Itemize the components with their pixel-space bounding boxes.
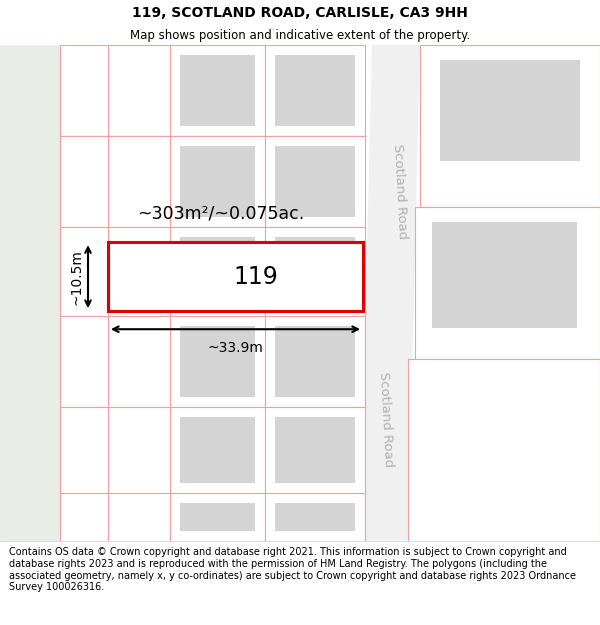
- Polygon shape: [360, 45, 420, 541]
- Bar: [180, 237, 255, 306]
- Bar: [180, 418, 255, 483]
- Bar: [60, 316, 108, 407]
- Bar: [275, 503, 355, 531]
- Text: 119: 119: [233, 264, 278, 289]
- Bar: [180, 55, 255, 126]
- Bar: [275, 146, 355, 217]
- Bar: [170, 136, 265, 227]
- Polygon shape: [0, 45, 100, 541]
- Bar: [108, 242, 363, 311]
- Bar: [108, 316, 170, 407]
- Bar: [60, 136, 108, 227]
- Text: Map shows position and indicative extent of the property.: Map shows position and indicative extent…: [130, 29, 470, 42]
- Bar: [108, 136, 170, 227]
- Bar: [265, 493, 365, 541]
- Bar: [265, 45, 365, 136]
- Bar: [275, 326, 355, 397]
- Text: ~303m²/~0.075ac.: ~303m²/~0.075ac.: [137, 205, 304, 223]
- Bar: [265, 407, 365, 493]
- Bar: [275, 418, 355, 483]
- Bar: [60, 407, 108, 493]
- Text: Scotland Road: Scotland Road: [377, 371, 395, 468]
- Text: ~33.9m: ~33.9m: [208, 341, 263, 356]
- Bar: [275, 237, 355, 306]
- Bar: [170, 316, 265, 407]
- Bar: [275, 55, 355, 126]
- Bar: [108, 45, 170, 136]
- Polygon shape: [60, 45, 100, 541]
- Bar: [432, 222, 577, 328]
- Bar: [440, 60, 580, 161]
- Bar: [108, 242, 363, 311]
- Bar: [108, 493, 170, 541]
- Polygon shape: [415, 207, 600, 359]
- Bar: [60, 493, 108, 541]
- Bar: [108, 227, 170, 316]
- Text: ~10.5m: ~10.5m: [69, 249, 83, 304]
- Bar: [60, 45, 108, 136]
- Bar: [265, 227, 365, 316]
- Bar: [180, 146, 255, 217]
- Bar: [265, 316, 365, 407]
- Bar: [60, 227, 108, 316]
- Bar: [180, 248, 255, 306]
- Text: 119, SCOTLAND ROAD, CARLISLE, CA3 9HH: 119, SCOTLAND ROAD, CARLISLE, CA3 9HH: [132, 6, 468, 19]
- Bar: [265, 136, 365, 227]
- Bar: [180, 503, 255, 531]
- Bar: [108, 407, 170, 493]
- Polygon shape: [420, 45, 600, 207]
- Bar: [170, 407, 265, 493]
- Bar: [170, 45, 265, 136]
- Text: Scotland Road: Scotland Road: [391, 144, 409, 240]
- Polygon shape: [0, 45, 60, 541]
- Polygon shape: [408, 359, 600, 541]
- Bar: [170, 493, 265, 541]
- Bar: [170, 227, 265, 316]
- Bar: [180, 326, 255, 397]
- Text: Contains OS data © Crown copyright and database right 2021. This information is : Contains OS data © Crown copyright and d…: [9, 548, 576, 592]
